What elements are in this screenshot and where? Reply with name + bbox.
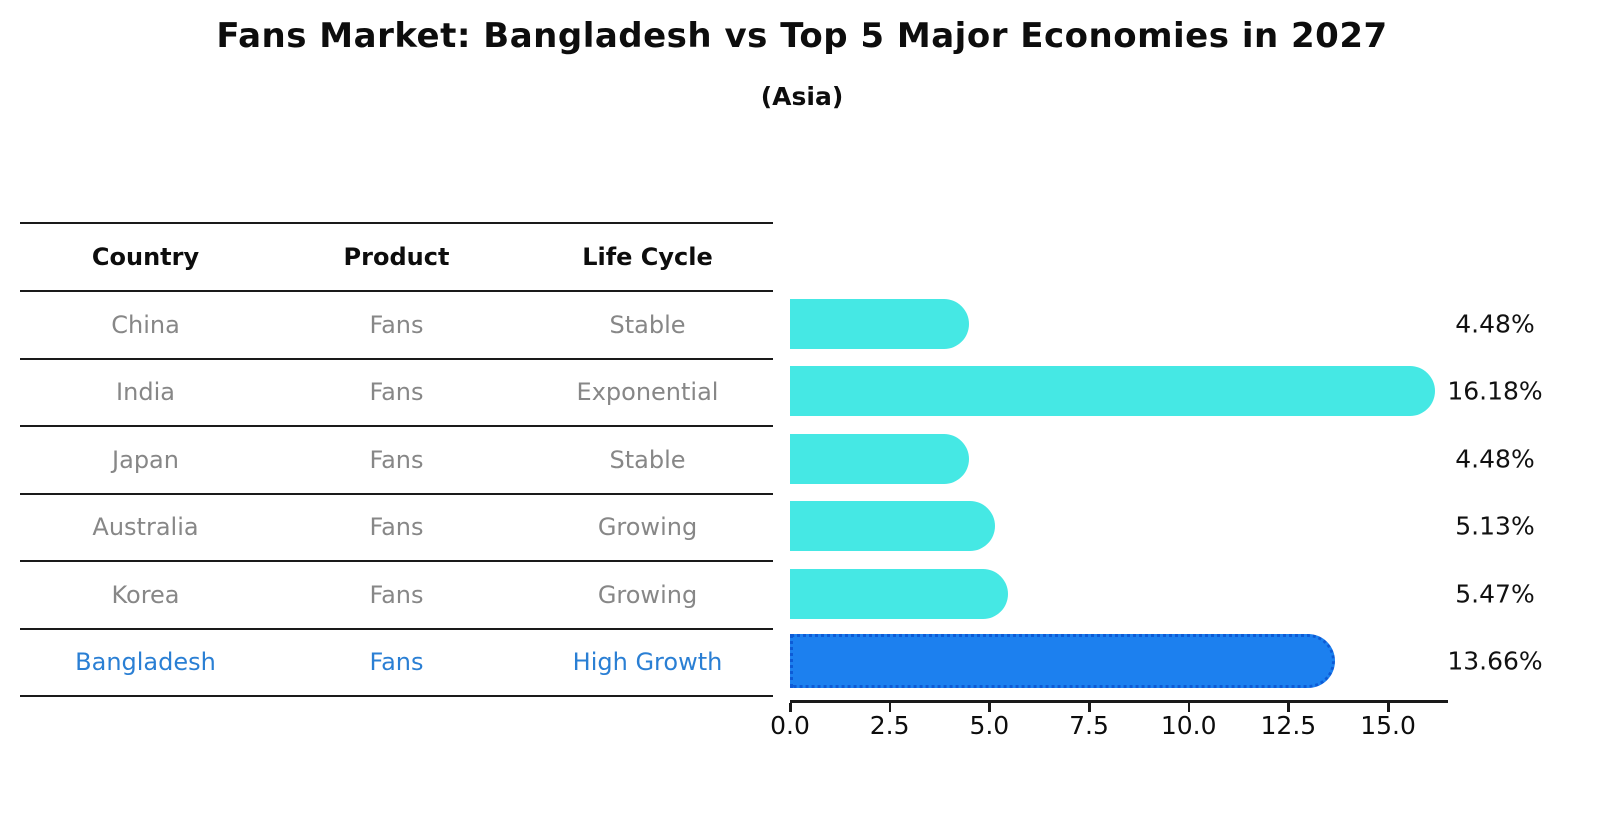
x-axis-tick-label: 2.5 [869,711,910,740]
x-axis-line [790,700,1448,703]
x-axis-tick-label: 10.0 [1160,711,1217,740]
pct-label: 4.48% [1455,444,1535,474]
cell-product: Fans [369,648,424,677]
table-header-row: Country Product Life Cycle [20,224,773,292]
table-row: Korea Fans Growing [20,562,773,630]
cell-country: India [116,378,175,407]
cell-product: Fans [369,445,424,474]
x-axis-tick [888,703,892,712]
cell-lifecycle: Growing [597,513,698,542]
bar [790,366,1436,417]
cell-country: Bangladesh [75,648,216,677]
bar-row [790,493,1448,561]
cell-country: China [111,310,180,339]
header-cell-country: Country [91,243,200,271]
data-table: Country Product Life Cycle China Fans St… [20,222,773,697]
x-axis-tick-label: 5.0 [969,711,1010,740]
chart-subtitle: (Asia) [760,82,844,111]
cell-lifecycle: Growing [597,580,698,609]
x-axis-tick-label: 7.5 [1069,711,1109,740]
cell-product: Fans [369,310,424,339]
x-axis-tick-label: 15.0 [1360,711,1416,740]
bar [790,298,969,349]
cell-country: Australia [92,513,199,542]
cell-lifecycle: Stable [609,310,686,339]
cell-lifecycle: High Growth [572,648,723,677]
x-axis-tick [1287,703,1290,712]
x-axis-tick-label: 12.5 [1260,711,1317,740]
bar [790,634,1335,689]
cell-product: Fans [369,513,424,542]
bar-row [790,425,1448,493]
table-row: China Fans Stable [20,292,773,360]
bar-row [790,560,1448,628]
table-row: Japan Fans Stable [20,427,773,495]
bar-row [790,358,1448,426]
bar [790,568,1009,619]
x-axis-tick [789,703,792,712]
cell-lifecycle: Exponential [576,378,719,407]
header-cell-product: Product [343,243,450,271]
cell-product: Fans [369,378,424,407]
bar-row [790,628,1448,696]
bar [790,501,995,552]
table-row: Bangladesh Fans High Growth [20,630,773,697]
header-cell-life-cycle: Life Cycle [582,243,713,271]
x-axis-tick [1088,703,1091,712]
pct-label: 13.66% [1447,646,1543,676]
table-row: Australia Fans Growing [20,495,773,562]
cell-product: Fans [369,580,424,609]
cell-country: Japan [112,445,179,474]
pct-label: 5.47% [1455,579,1535,609]
pct-label: 5.13% [1455,511,1535,541]
cell-country: Korea [111,580,180,609]
x-axis-tick [1387,703,1390,712]
x-axis-tick-label: 0.0 [770,711,810,740]
bar-row [790,290,1448,358]
bar [790,433,969,484]
pct-label: 16.18% [1447,376,1543,406]
pct-label: 4.48% [1455,309,1535,339]
chart-title: Fans Market: Bangladesh vs Top 5 Major E… [216,16,1388,56]
x-axis-tick [1187,703,1191,712]
bars-area [790,290,1448,695]
x-axis-tick [988,703,991,712]
cell-lifecycle: Stable [609,445,686,474]
table-row: India Fans Exponential [20,360,773,427]
